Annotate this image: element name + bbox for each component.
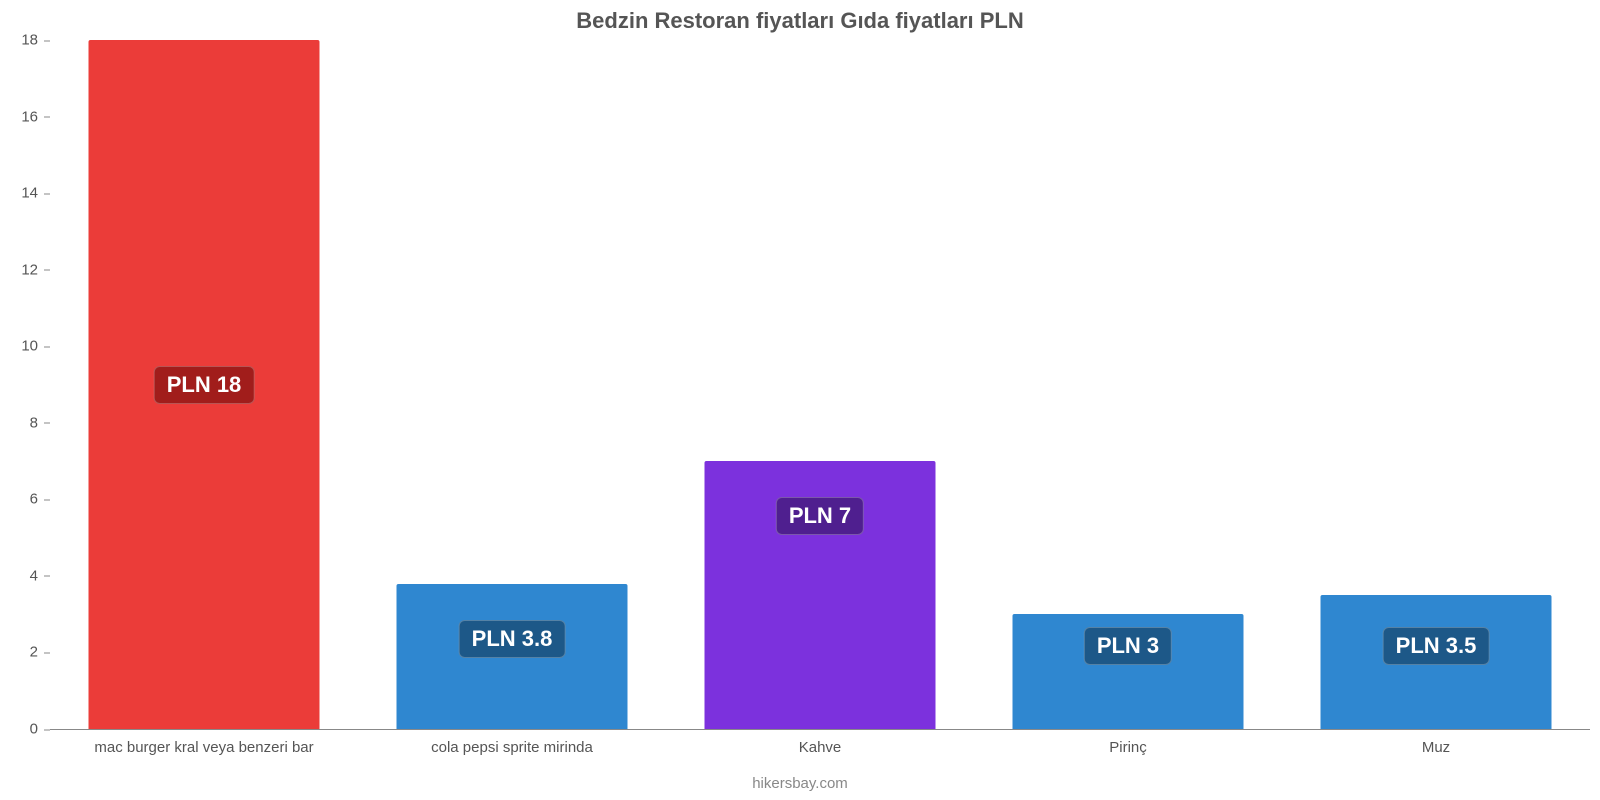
chart-title: Bedzin Restoran fiyatları Gıda fiyatları… xyxy=(0,8,1600,34)
bars-container: PLN 18mac burger kral veya benzeri barPL… xyxy=(50,40,1590,729)
bar-slot: PLN 3Pirinç xyxy=(974,40,1282,729)
y-tick: 4 xyxy=(30,567,50,584)
price-bar-chart: Bedzin Restoran fiyatları Gıda fiyatları… xyxy=(0,0,1600,800)
bar-slot: PLN 18mac burger kral veya benzeri bar xyxy=(50,40,358,729)
bar-slot: PLN 3.5Muz xyxy=(1282,40,1590,729)
y-tick: 12 xyxy=(21,261,50,278)
bar-slot: PLN 3.8cola pepsi sprite mirinda xyxy=(358,40,666,729)
y-tick: 0 xyxy=(30,721,50,738)
bar-slot: PLN 7Kahve xyxy=(666,40,974,729)
bar-value-label: PLN 3 xyxy=(1084,627,1172,665)
y-tick: 14 xyxy=(21,185,50,202)
y-tick: 8 xyxy=(30,414,50,431)
x-category-label: Kahve xyxy=(799,729,842,756)
x-category-label: cola pepsi sprite mirinda xyxy=(431,729,593,756)
bar-value-label: PLN 3.5 xyxy=(1383,627,1490,665)
y-tick: 18 xyxy=(21,32,50,49)
plot-area: PLN 18mac burger kral veya benzeri barPL… xyxy=(50,40,1590,730)
bar-value-label: PLN 7 xyxy=(776,497,864,535)
y-tick: 6 xyxy=(30,491,50,508)
y-tick: 10 xyxy=(21,338,50,355)
x-category-label: Pirinç xyxy=(1109,729,1147,756)
bar-value-label: PLN 3.8 xyxy=(459,620,566,658)
x-category-label: mac burger kral veya benzeri bar xyxy=(94,729,313,756)
y-tick: 16 xyxy=(21,108,50,125)
x-category-label: Muz xyxy=(1422,729,1450,756)
bar-value-label: PLN 18 xyxy=(154,366,255,404)
chart-footer: hikersbay.com xyxy=(0,775,1600,792)
y-tick: 2 xyxy=(30,644,50,661)
